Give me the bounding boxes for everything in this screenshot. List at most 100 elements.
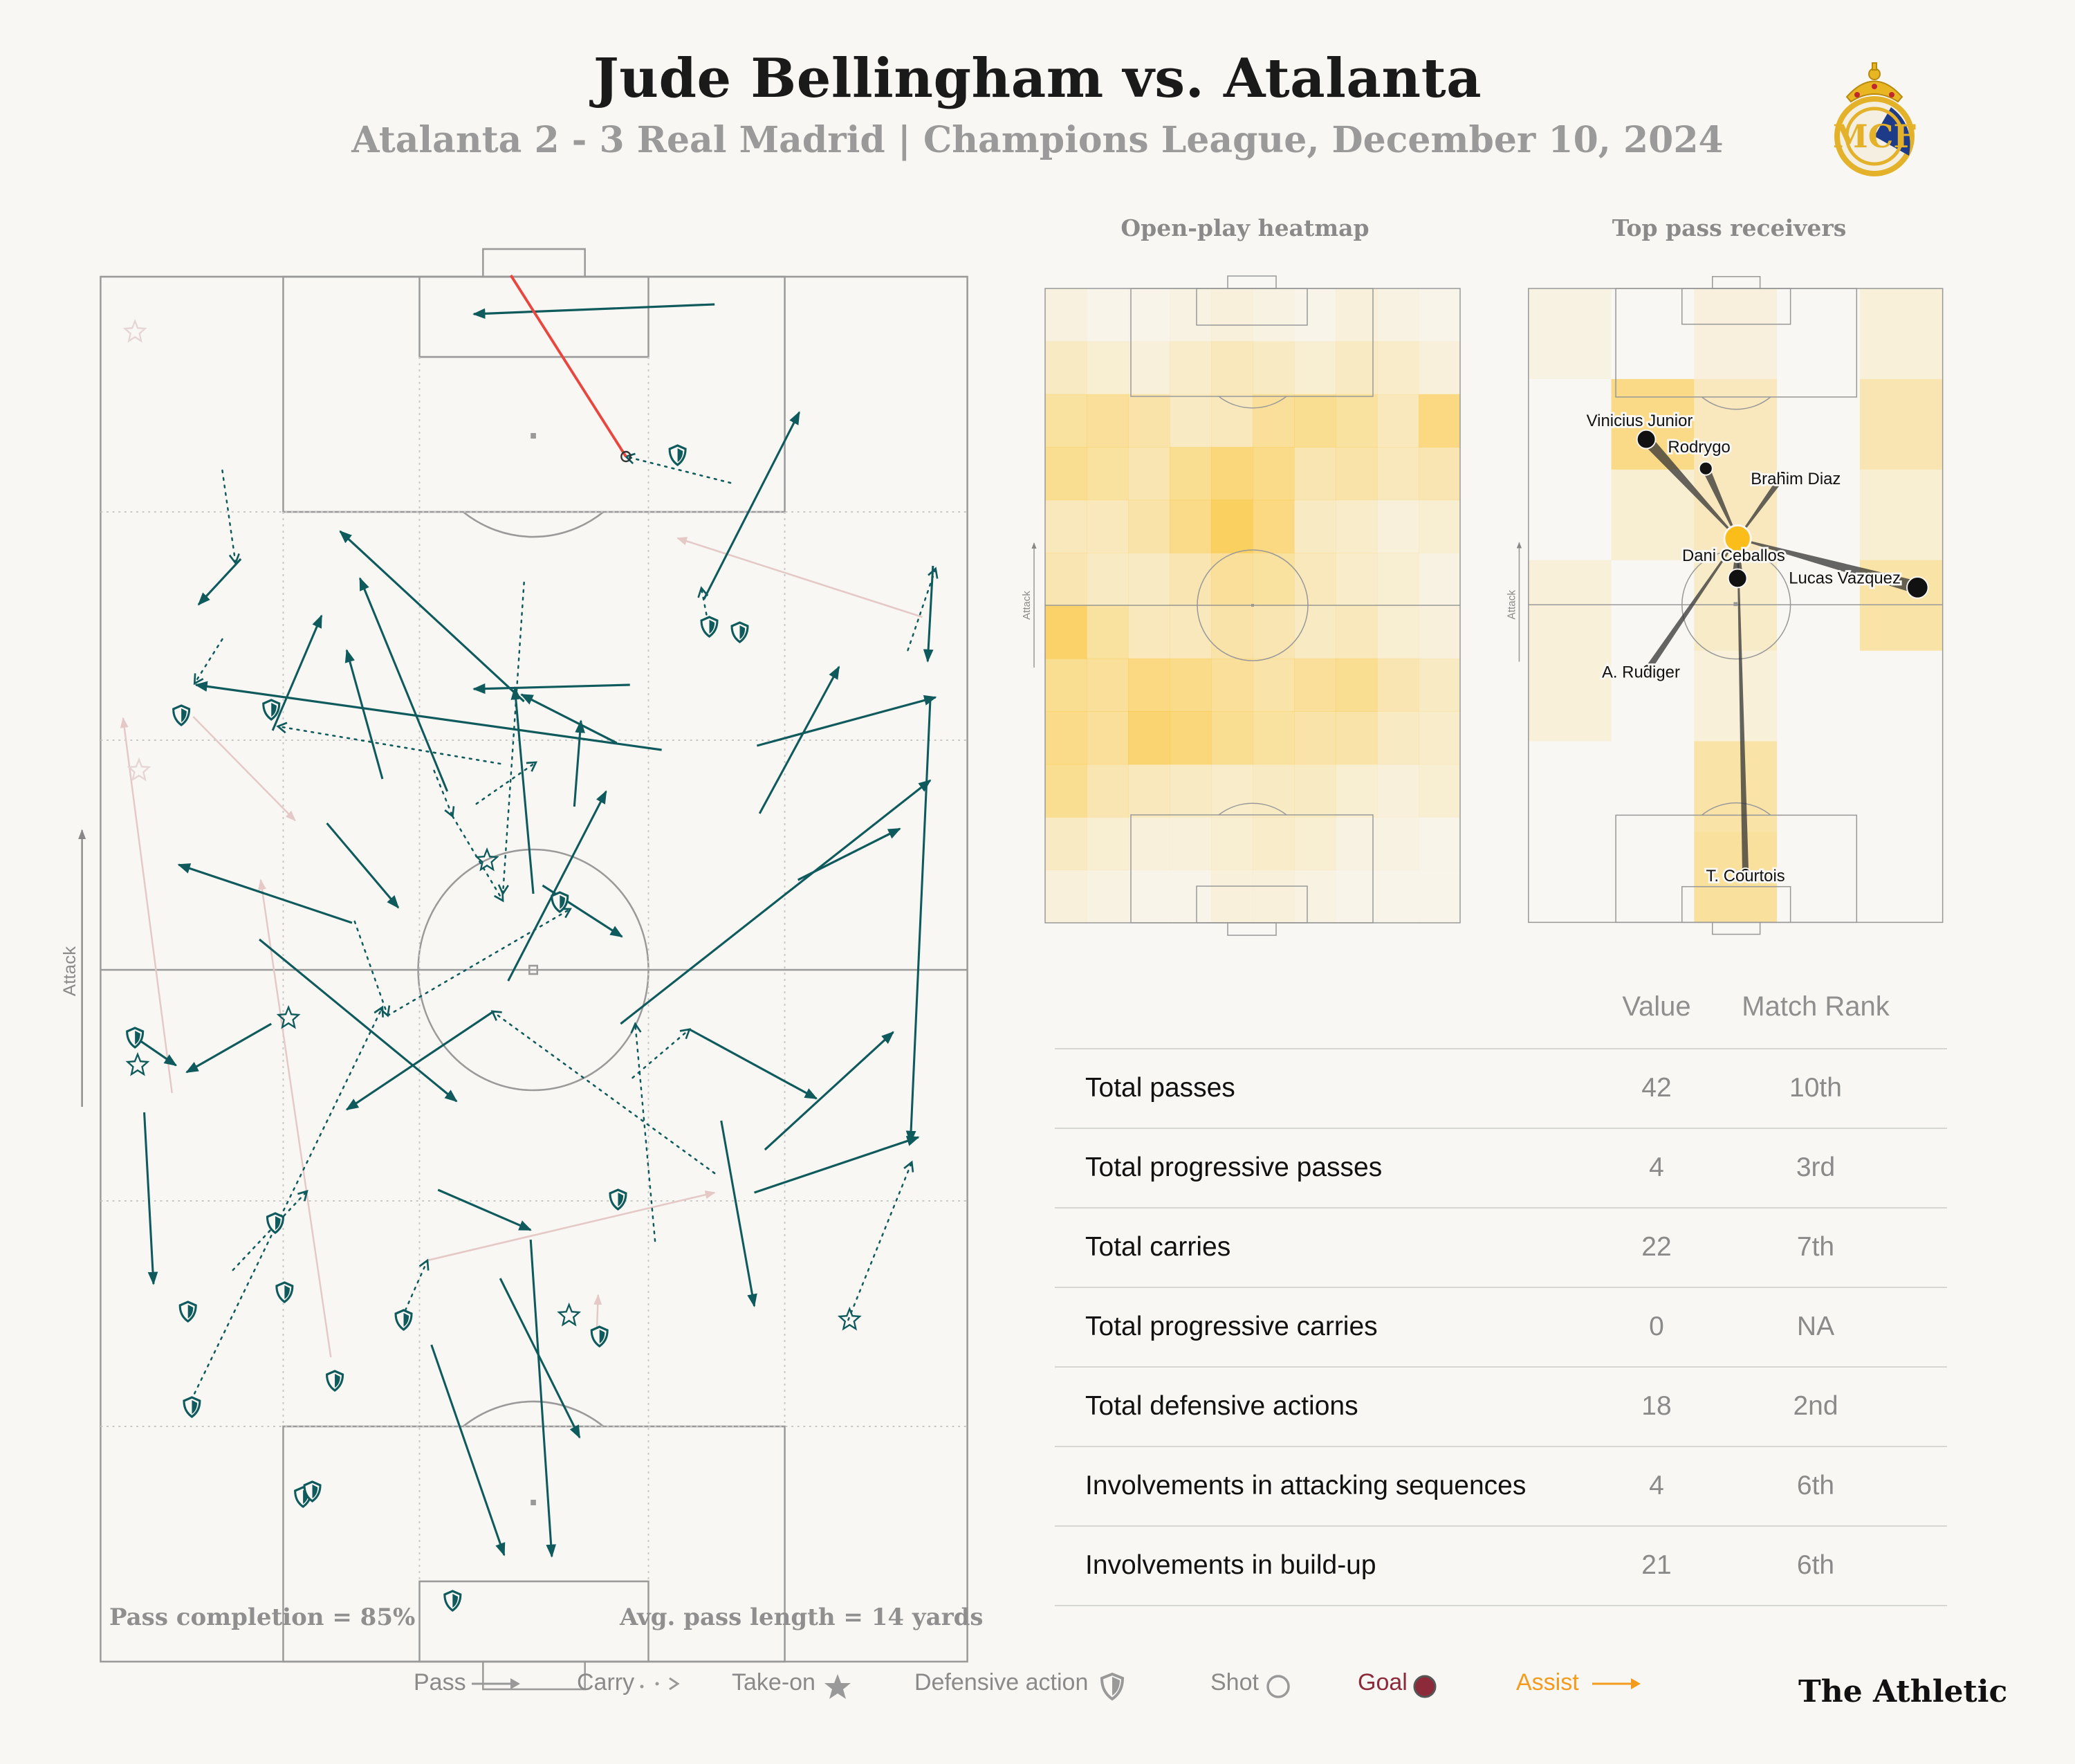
heat-cell bbox=[1211, 870, 1253, 924]
pass-line bbox=[430, 1344, 506, 1556]
carry-line bbox=[353, 920, 391, 1018]
heat-cell bbox=[1419, 870, 1461, 924]
legend-pass: Pass bbox=[414, 1669, 466, 1696]
heat-cell bbox=[1419, 764, 1461, 818]
pass-line bbox=[143, 1112, 158, 1285]
heat-cell bbox=[1170, 447, 1212, 501]
receiver-label: A. Rudiger bbox=[1602, 663, 1680, 681]
heat-cell bbox=[1336, 764, 1378, 818]
heat-cell bbox=[1128, 711, 1170, 765]
receiver-zone bbox=[1528, 650, 1612, 742]
club-crest-icon: MCF bbox=[1833, 62, 1916, 176]
carry-line bbox=[497, 581, 525, 896]
heat-cell bbox=[1419, 288, 1461, 342]
receiver-node bbox=[1698, 461, 1713, 476]
pass-line bbox=[520, 693, 618, 744]
heat-cell bbox=[1045, 499, 1087, 553]
heat-cell bbox=[1294, 817, 1336, 871]
heat-cell bbox=[1045, 658, 1087, 712]
defensive-action-marker bbox=[590, 1325, 609, 1348]
carry-line bbox=[387, 908, 572, 1017]
receiver-node bbox=[1727, 568, 1748, 589]
heat-cell bbox=[1294, 447, 1336, 501]
pass-line bbox=[197, 558, 242, 606]
heat-cell bbox=[1170, 341, 1212, 395]
heat-cell bbox=[1128, 447, 1170, 501]
receiver-link bbox=[1737, 474, 1785, 540]
heat-cell bbox=[1128, 764, 1170, 818]
ghost-pass-line bbox=[676, 537, 923, 618]
receiver-zone bbox=[1694, 378, 1778, 470]
heat-cell bbox=[1128, 870, 1170, 924]
table-row: Total progressive passes 4 3rd bbox=[1055, 1128, 1947, 1207]
heat-cell bbox=[1211, 764, 1253, 818]
row-value: 18 bbox=[1641, 1391, 1672, 1421]
heat-cell bbox=[1419, 553, 1461, 606]
defensive-action-marker bbox=[178, 1301, 197, 1323]
heat-cell bbox=[1170, 553, 1212, 606]
ghost-pass-line bbox=[427, 1191, 716, 1262]
heat-cell bbox=[1377, 764, 1419, 818]
heat-cell bbox=[1419, 341, 1461, 395]
heat-cell bbox=[1253, 817, 1295, 871]
heat-cell bbox=[1128, 288, 1170, 342]
heat-cell bbox=[1087, 870, 1129, 924]
pass-line bbox=[754, 1135, 920, 1194]
carry-line bbox=[475, 761, 538, 805]
heat-cell bbox=[1045, 553, 1087, 606]
heat-cell bbox=[1170, 394, 1212, 448]
attack-label: Attack bbox=[61, 946, 80, 997]
heat-cell bbox=[1211, 341, 1253, 395]
heat-cell bbox=[1294, 711, 1336, 765]
pass-line bbox=[499, 1278, 581, 1439]
brand-logo: The Athletic bbox=[1798, 1674, 2008, 1709]
defensive-action-marker bbox=[730, 621, 749, 643]
carry-line bbox=[452, 815, 504, 903]
legend-goal-icon bbox=[1413, 1675, 1437, 1698]
row-label: Involvements in attacking sequences bbox=[1085, 1471, 1527, 1500]
heat-cell bbox=[1087, 764, 1129, 818]
receiver-link bbox=[1702, 466, 1738, 539]
pass-line bbox=[689, 1028, 818, 1100]
heat-cell bbox=[1128, 553, 1170, 606]
assist-line bbox=[509, 274, 627, 458]
pass-line bbox=[529, 1239, 557, 1558]
legend-pass-icon bbox=[472, 1678, 520, 1689]
pass-line bbox=[194, 681, 662, 751]
heat-cell bbox=[1377, 288, 1419, 342]
pass-line bbox=[345, 1010, 495, 1111]
zone-grid bbox=[100, 357, 968, 1581]
ghost-pass-line bbox=[258, 879, 332, 1358]
pass-line bbox=[359, 577, 449, 792]
heat-cell bbox=[1211, 394, 1253, 448]
heat-cell bbox=[1294, 341, 1336, 395]
pass-line bbox=[437, 1188, 532, 1231]
heat-cell bbox=[1377, 658, 1419, 712]
heat-cell bbox=[1211, 817, 1253, 871]
row-value: 22 bbox=[1641, 1232, 1672, 1262]
heat-cell bbox=[1377, 870, 1419, 924]
pass-line bbox=[757, 695, 937, 747]
receiver-link bbox=[1645, 538, 1738, 672]
heat-cell bbox=[1087, 711, 1129, 765]
heatmap-attack-label: Attack bbox=[1021, 591, 1033, 620]
table-row: Total defensive actions 18 2nd bbox=[1055, 1366, 1947, 1446]
row-value: 42 bbox=[1641, 1073, 1672, 1103]
page-title: Jude Bellingham vs. Atalanta bbox=[593, 47, 1482, 110]
action-map: Attack bbox=[61, 248, 968, 1691]
defensive-action-marker bbox=[275, 1281, 294, 1303]
heat-cell bbox=[1128, 605, 1170, 659]
legend-goal-label: Goal bbox=[1358, 1669, 1408, 1696]
heat-cell bbox=[1294, 658, 1336, 712]
heat-cell bbox=[1045, 447, 1087, 501]
heat-cell bbox=[1170, 870, 1212, 924]
receiver-label: Brahim Diaz bbox=[1751, 470, 1841, 488]
heat-cell bbox=[1045, 764, 1087, 818]
carry-line bbox=[624, 452, 732, 484]
take-on-marker bbox=[122, 318, 147, 343]
receivers-title: Top pass receivers bbox=[1612, 214, 1847, 241]
take-on-marker bbox=[557, 1302, 582, 1327]
pass-line bbox=[271, 614, 323, 731]
receiver-link bbox=[1642, 435, 1738, 540]
heat-cell bbox=[1253, 870, 1295, 924]
